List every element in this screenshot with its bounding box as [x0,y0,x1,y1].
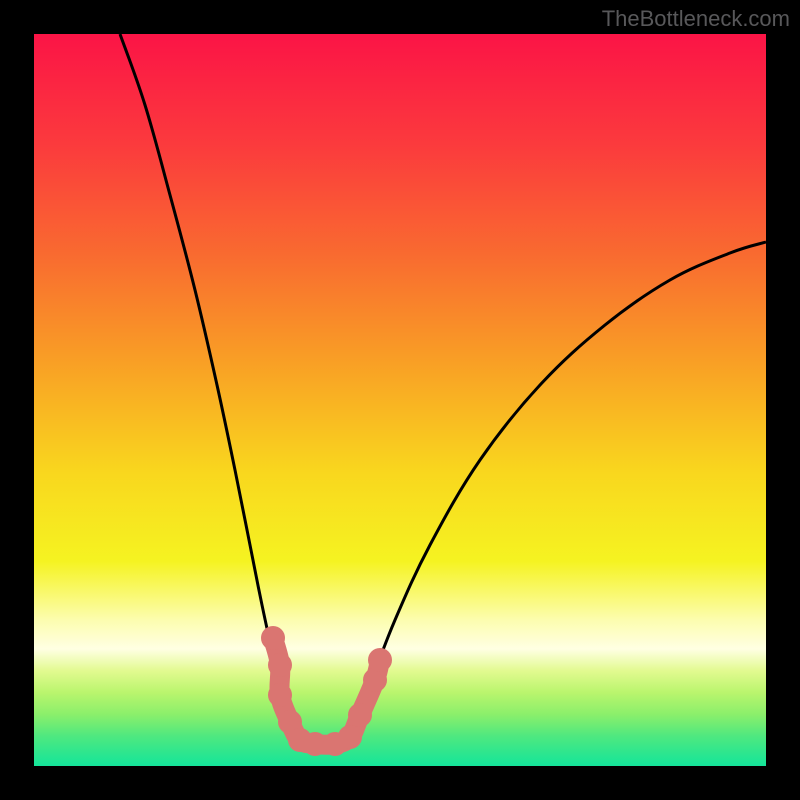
gradient-background [34,34,766,766]
watermark-text: TheBottleneck.com [602,6,790,32]
marker-dot [368,648,392,672]
marker-dot [363,668,387,692]
chart-container: TheBottleneck.com [0,0,800,800]
marker-dot [268,683,292,707]
marker-dot [261,626,285,650]
marker-dot [338,725,362,749]
bottleneck-chart [0,0,800,800]
marker-dot [348,703,372,727]
marker-dot [268,653,292,677]
